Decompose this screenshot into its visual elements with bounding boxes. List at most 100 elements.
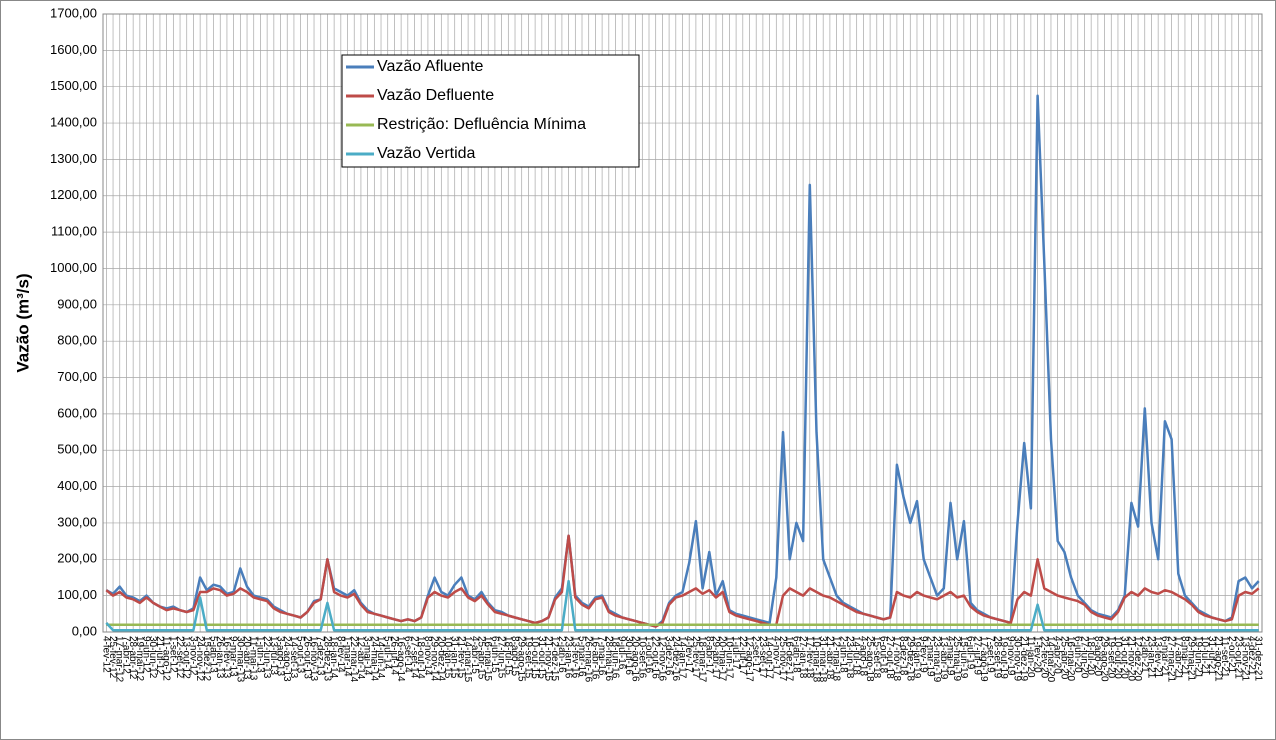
x-tick-label: 8-dez-18 bbox=[898, 636, 909, 676]
x-tick-label: 11-ago-12 bbox=[161, 636, 172, 681]
x-tick-label: 27-jan-18 bbox=[797, 636, 808, 679]
y-tick-label: 400,00 bbox=[57, 478, 97, 493]
x-tick-label: 17-abr-21 bbox=[1172, 636, 1183, 680]
x-tick-label: 17-fev-18 bbox=[804, 636, 815, 679]
x-tick-label: 21-nov-20 bbox=[1125, 636, 1136, 681]
x-tick-label: 12-dez-20 bbox=[1132, 636, 1143, 681]
x-tick-label: 12-dez-15 bbox=[549, 636, 560, 681]
x-tick-label: 27-jul-19 bbox=[971, 636, 982, 675]
x-tick-label: 14-out-17 bbox=[764, 636, 775, 679]
x-tick-label: 14-jul-18 bbox=[851, 636, 862, 675]
x-tick-label: 13-fev-16 bbox=[569, 636, 580, 679]
x-tick-label: 19-mai-12 bbox=[134, 636, 145, 681]
x-tick-label: 10-out-20 bbox=[1112, 636, 1123, 679]
x-tick-label: 27-set-14 bbox=[409, 636, 420, 679]
x-tick-label: 28-set-19 bbox=[991, 636, 1002, 679]
legend-label: Restrição: Defluência Mínima bbox=[377, 116, 586, 133]
x-tick-label: 29-ago-15 bbox=[516, 636, 527, 682]
legend-label: Vazão Vertida bbox=[377, 145, 476, 162]
y-tick-label: 300,00 bbox=[57, 514, 97, 529]
y-tick-label: 1400,00 bbox=[50, 114, 97, 129]
legend-label: Vazão Afluente bbox=[377, 58, 484, 75]
x-tick-label: 10-jan-15 bbox=[442, 636, 453, 679]
y-tick-label: 900,00 bbox=[57, 296, 97, 311]
x-tick-label: 4-fev-12 bbox=[100, 636, 111, 673]
x-tick-label: 13-out-12 bbox=[181, 636, 192, 679]
x-tick-label: 2-jan-16 bbox=[556, 636, 567, 673]
x-tick-label: 8-mai-21 bbox=[1179, 636, 1190, 676]
x-tick-label: 15-dez-12 bbox=[201, 636, 212, 681]
x-tick-label: 4-nov-17 bbox=[770, 636, 781, 676]
x-tick-label: 3-nov-12 bbox=[187, 636, 198, 676]
x-tick-label: 16-dez-17 bbox=[784, 636, 795, 681]
x-tick-label: 23-jan-16 bbox=[563, 636, 574, 679]
x-tick-label: 26-out-13 bbox=[301, 636, 312, 679]
x-tick-label: 1-fev-20 bbox=[1032, 636, 1043, 673]
y-tick-label: 1600,00 bbox=[50, 42, 97, 57]
x-tick-label: 24-ago-13 bbox=[281, 636, 292, 682]
x-tick-label: 16-ago-14 bbox=[395, 636, 406, 682]
x-tick-label: 27-mar-21 bbox=[1166, 636, 1177, 683]
x-tick-label: 1-jul-17 bbox=[730, 636, 741, 670]
x-tick-label: 21-jul-12 bbox=[154, 636, 165, 675]
x-tick-label: 10-jun-17 bbox=[723, 636, 734, 679]
x-tick-label: 4-abr-20 bbox=[1052, 636, 1063, 674]
x-tick-label: 15-jun-19 bbox=[958, 636, 969, 679]
y-tick-label: 700,00 bbox=[57, 369, 97, 384]
x-tick-label: 23-jun-18 bbox=[844, 636, 855, 679]
x-tick-label: 31-out-20 bbox=[1119, 636, 1130, 679]
x-tick-label: 2-jun-18 bbox=[837, 636, 848, 673]
x-tick-label: 31-out-15 bbox=[536, 636, 547, 679]
x-tick-label: 23-mar-19 bbox=[931, 636, 942, 683]
x-tick-label: 6-out-18 bbox=[877, 636, 888, 674]
x-tick-label: 25-ago-18 bbox=[864, 636, 875, 682]
plot-border bbox=[102, 13, 1263, 633]
x-tick-label: 29-ago-20 bbox=[1099, 636, 1110, 682]
x-tick-label: 10-jul-21 bbox=[1199, 636, 1210, 675]
x-tick-label: 21-fev-15 bbox=[455, 636, 466, 679]
x-tick-label: 11-set-21 bbox=[1219, 636, 1230, 678]
x-tick-label: 8-fev-14 bbox=[335, 636, 346, 673]
x-tick-label: 17-ago-19 bbox=[978, 636, 989, 682]
x-tick-label: 6-set-14 bbox=[402, 636, 413, 673]
x-tick-label: 29-nov-14 bbox=[429, 636, 440, 681]
x-tick-label: 6-jan-18 bbox=[790, 636, 801, 673]
x-tick-label: 2-jan-21 bbox=[1139, 636, 1150, 673]
x-tick-label: 30-jun-12 bbox=[147, 636, 158, 679]
x-tick-label: 4-dez-21 bbox=[1246, 636, 1257, 676]
x-tick-label: 2-set-17 bbox=[750, 636, 761, 673]
x-tick-label: 16-mai-20 bbox=[1065, 636, 1076, 681]
x-tick-label: 10-mar-18 bbox=[810, 636, 821, 683]
x-tick-label: 27-jun-20 bbox=[1078, 636, 1089, 679]
x-tick-label: 14-jan-17 bbox=[677, 636, 688, 679]
x-tick-label: 18-mar-17 bbox=[697, 636, 708, 683]
x-tick-label: 7-set-19 bbox=[985, 636, 996, 673]
x-tick-label: 18-out-14 bbox=[415, 636, 426, 679]
x-tick-label: 8-abr-17 bbox=[703, 636, 714, 674]
x-tick-label: 28-mai-16 bbox=[603, 636, 614, 681]
x-tick-label: 21-dez-19 bbox=[1018, 636, 1029, 681]
legend-label: Vazão Defluente bbox=[377, 87, 494, 104]
x-tick-label: 19-out-19 bbox=[998, 636, 1009, 679]
x-tick-label: 9-jun-12 bbox=[141, 636, 152, 673]
x-tick-label: 19-jun-21 bbox=[1192, 636, 1203, 679]
x-tick-label: 30-nov-19 bbox=[1011, 636, 1022, 681]
x-tick-label: 12-nov-16 bbox=[656, 636, 667, 681]
x-tick-label: 4-abr-15 bbox=[469, 636, 480, 674]
y-tick-label: 1300,00 bbox=[50, 151, 97, 166]
x-tick-label: 9-jul-16 bbox=[616, 636, 627, 670]
x-tick-label: 6-mar-21 bbox=[1159, 636, 1170, 677]
x-tick-label: 9-nov-19 bbox=[1005, 636, 1016, 676]
x-tick-label: 22-jun-13 bbox=[261, 636, 272, 679]
y-tick-label: 1100,00 bbox=[51, 224, 97, 239]
x-tick-label: 4-fev-17 bbox=[683, 636, 694, 673]
x-tick-label: 17-mar-12 bbox=[114, 636, 125, 683]
x-tick-label: 14-mar-15 bbox=[462, 636, 473, 683]
x-tick-label: 29-mai-21 bbox=[1186, 636, 1197, 681]
x-tick-label: 1-mar-14 bbox=[342, 636, 353, 677]
x-tick-label: 20-mai-17 bbox=[717, 636, 728, 681]
x-tick-label: 14-set-13 bbox=[288, 636, 299, 679]
x-tick-label: 8-ago-15 bbox=[509, 636, 520, 676]
legend-box bbox=[341, 54, 640, 168]
